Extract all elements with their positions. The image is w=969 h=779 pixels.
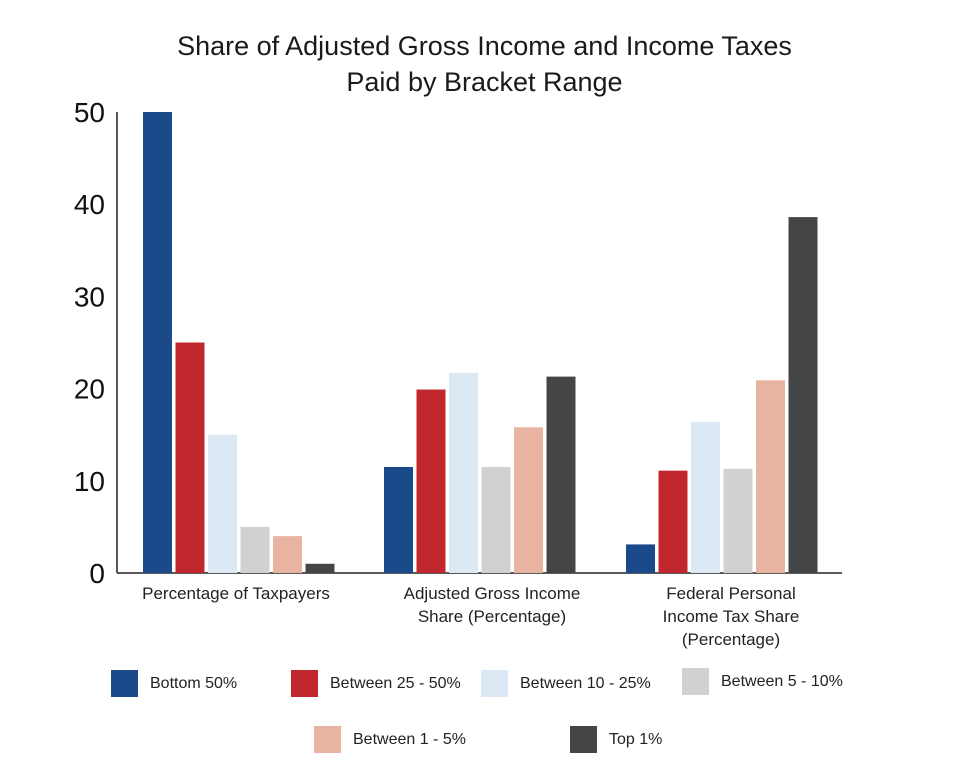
y-tick-label: 20 xyxy=(74,374,105,405)
category-label-agi: Adjusted Gross Income Share (Percentage) xyxy=(403,584,581,626)
category-label-income-tax: Federal Personal Income Tax Share (Perce… xyxy=(662,584,800,649)
bar xyxy=(273,536,302,573)
bar xyxy=(416,389,446,573)
bars xyxy=(143,112,818,573)
bar xyxy=(626,544,655,573)
bar xyxy=(208,434,237,573)
y-tick-label: 50 xyxy=(74,97,105,128)
bar xyxy=(723,468,753,573)
bar xyxy=(305,563,335,573)
bar xyxy=(546,376,576,573)
chart-title-line-2: Paid by Bracket Range xyxy=(346,67,623,97)
chart-title: Share of Adjusted Gross Income and Incom… xyxy=(0,28,969,100)
bar xyxy=(384,466,413,573)
bar xyxy=(756,380,785,573)
bar xyxy=(658,470,688,573)
bar xyxy=(691,421,720,573)
y-axis-ticks: 0 10 20 30 40 50 xyxy=(74,97,105,589)
bar xyxy=(481,466,511,573)
bar xyxy=(788,217,818,573)
y-tick-label: 10 xyxy=(74,466,105,497)
bar xyxy=(514,427,543,573)
chart-title-line-1: Share of Adjusted Gross Income and Incom… xyxy=(177,31,792,61)
y-tick-label: 30 xyxy=(74,281,105,312)
category-label-taxpayers: Percentage of Taxpayers xyxy=(142,584,330,603)
bar xyxy=(449,372,478,573)
bar xyxy=(175,342,205,573)
y-tick-label: 40 xyxy=(74,189,105,220)
bar xyxy=(143,112,172,573)
y-tick-label: 0 xyxy=(89,558,105,589)
bar xyxy=(240,526,270,573)
